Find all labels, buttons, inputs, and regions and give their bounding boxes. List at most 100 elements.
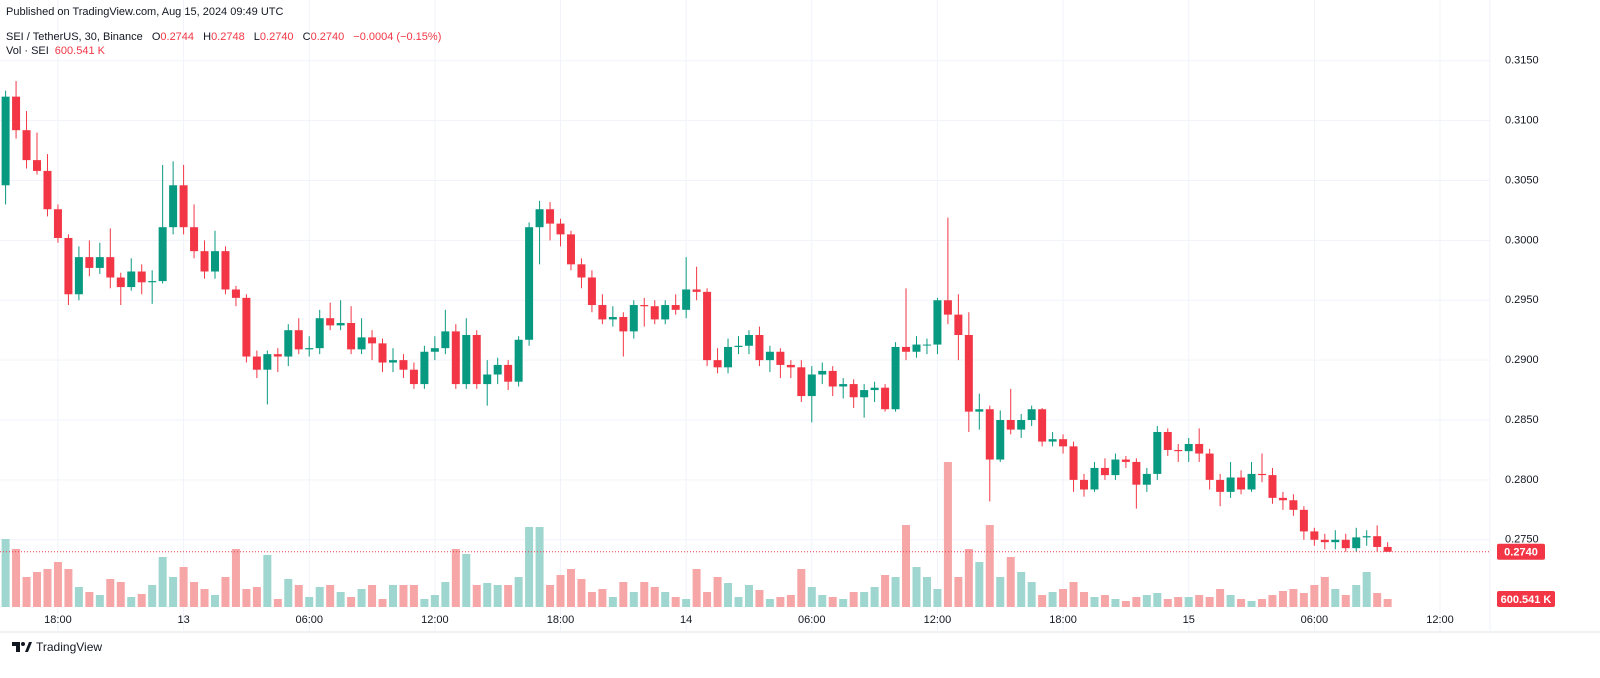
candle-body	[148, 281, 157, 283]
volume-bar	[1299, 593, 1308, 607]
volume-bar	[1341, 595, 1350, 607]
last-price-tag	[1497, 543, 1545, 560]
candle-body	[1153, 431, 1162, 474]
candle-body	[755, 334, 764, 361]
volume-bar	[1006, 557, 1015, 607]
volume-bar	[1017, 572, 1026, 607]
volume-bar	[1184, 597, 1193, 607]
volume-bar	[1048, 592, 1057, 607]
symbol-legend: SEI / TetherUS, 30, Binance O0.2744 H0.2…	[6, 31, 447, 43]
volume-bar	[1195, 595, 1204, 607]
candle-body	[305, 348, 314, 350]
volume-bar	[169, 577, 178, 607]
candle-body	[294, 330, 303, 350]
volume-name: Vol · SEI	[6, 45, 49, 57]
y-tick-label: 0.3100	[1505, 115, 1539, 127]
candle-body	[629, 305, 638, 332]
candle-body	[211, 251, 219, 272]
volume-bar	[1080, 592, 1089, 607]
volume-bar	[211, 595, 219, 607]
candle-body	[1258, 473, 1266, 476]
volume-bar	[598, 589, 607, 607]
volume-bar	[430, 595, 439, 607]
candle-body	[546, 209, 555, 224]
candle-body	[430, 348, 439, 352]
candle-body	[985, 409, 994, 460]
candle-body	[1341, 539, 1350, 549]
volume-bar	[231, 549, 240, 607]
volume-bar	[190, 582, 199, 607]
volume-bar	[1352, 585, 1361, 607]
volume-bar	[1362, 572, 1371, 607]
candle-body	[535, 209, 544, 228]
candle-body	[1383, 546, 1392, 552]
candle-body	[158, 227, 167, 282]
volume-bar	[221, 577, 230, 607]
volume-bar	[483, 583, 492, 607]
volume-bar	[242, 589, 251, 607]
brand-name: TradingView	[36, 640, 103, 654]
candle-body	[1278, 497, 1287, 501]
candle-body	[912, 344, 921, 352]
volume-bar	[1038, 595, 1047, 607]
high-value: 0.2748	[211, 31, 245, 43]
y-tick-label: 0.2750	[1505, 534, 1539, 546]
candle-body	[106, 257, 115, 278]
volume-bar	[1320, 577, 1329, 607]
candle-body	[818, 370, 827, 375]
candle-body	[1132, 461, 1141, 485]
y-tick-label: 0.2850	[1505, 414, 1539, 426]
volume-bar	[1237, 599, 1246, 607]
volume-bar	[106, 579, 115, 607]
volume-bar	[305, 597, 314, 607]
candle-body	[734, 345, 743, 347]
volume-bar	[1331, 589, 1340, 607]
candle-body	[504, 364, 513, 382]
volume-bar	[43, 569, 52, 607]
volume-bar	[1205, 597, 1214, 607]
candle-body	[514, 339, 523, 382]
x-tick-label: 06:00	[1301, 614, 1329, 626]
candle-body	[765, 351, 774, 361]
volume-bar	[1258, 599, 1266, 607]
candle-body	[1038, 409, 1047, 442]
candle-body	[786, 364, 795, 368]
x-tick-label: 12:00	[1426, 614, 1454, 626]
volume-bar	[399, 585, 408, 607]
volume-bar	[619, 582, 628, 607]
volume-bar	[954, 577, 963, 607]
volume-bar	[1163, 599, 1172, 607]
candle-body	[95, 257, 104, 268]
volume-bar	[441, 582, 450, 607]
volume-bar	[786, 595, 795, 607]
volume-bar	[703, 592, 712, 607]
volume-bar	[755, 590, 764, 607]
published-note: Published on TradingView.com, Aug 15, 20…	[6, 6, 284, 18]
candle-body	[221, 251, 230, 290]
candle-body	[472, 334, 481, 385]
volume-bar	[692, 569, 701, 607]
volume-bar	[682, 599, 691, 607]
candle-body	[451, 331, 460, 385]
candle-body	[284, 330, 293, 357]
candle-body	[127, 271, 136, 288]
volume-bar	[765, 599, 774, 607]
close-label: C	[302, 31, 311, 43]
candle-body	[933, 300, 942, 345]
volume-bar	[640, 582, 649, 607]
candle-body	[1059, 439, 1068, 447]
volume-bar	[462, 554, 471, 607]
volume-bar	[1100, 595, 1109, 607]
candle-body	[200, 251, 209, 272]
candle-body	[587, 277, 596, 306]
volume-bar	[807, 587, 816, 607]
candle-body	[1048, 439, 1057, 442]
volume-bar	[326, 585, 335, 607]
candle-body	[74, 257, 83, 295]
volume-bar	[933, 589, 942, 607]
volume-bar	[1383, 598, 1392, 607]
volume-bar	[116, 582, 125, 607]
candle-body	[116, 277, 125, 288]
volume-bar	[891, 577, 900, 607]
